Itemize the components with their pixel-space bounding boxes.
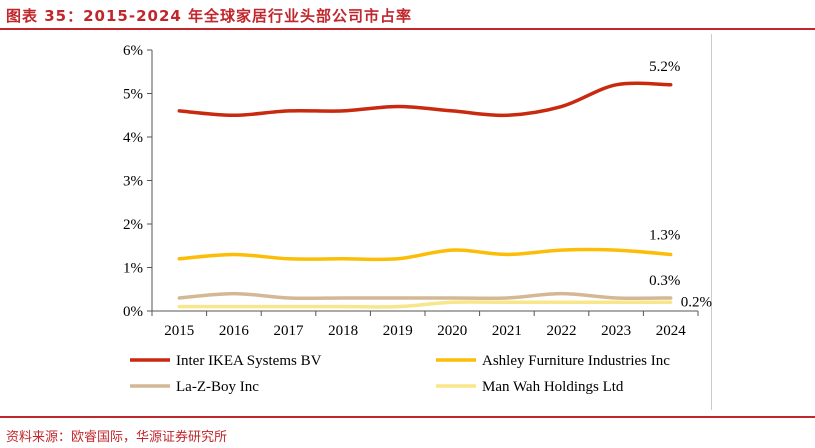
y-tick-label: 2% — [123, 217, 143, 233]
x-tick-label: 2023 — [601, 323, 631, 339]
y-tick-label: 5% — [123, 87, 143, 103]
y-tick-label: 3% — [123, 174, 143, 190]
series-line — [177, 291, 673, 301]
x-tick-label: 2017 — [274, 323, 305, 339]
legend-label: Ashley Furniture Industries Inc — [482, 353, 670, 369]
y-tick-label: 4% — [123, 130, 143, 146]
x-tick-label: 2019 — [383, 323, 413, 339]
x-tick-label: 2018 — [328, 323, 358, 339]
figure-title: 图表 35：2015-2024 年全球家居行业头部公司市占率 — [6, 7, 413, 25]
legend-label: Man Wah Holdings Ltd — [482, 379, 624, 395]
end-value-label: 5.2% — [649, 59, 680, 75]
legend-label: La-Z-Boy Inc — [176, 379, 259, 395]
x-tick-label: 2021 — [492, 323, 522, 339]
series-line — [177, 247, 673, 262]
series-line — [177, 300, 673, 309]
series-line — [177, 81, 673, 118]
end-value-label: 1.3% — [649, 227, 680, 243]
source-note: 资料来源：欧睿国际，华源证券研究所 — [6, 430, 228, 445]
x-tick-label: 2022 — [547, 323, 577, 339]
end-value-label: 0.3% — [649, 273, 680, 289]
x-tick-label: 2020 — [437, 323, 467, 339]
x-tick-label: 2015 — [164, 323, 194, 339]
end-value-label: 0.2% — [681, 294, 712, 310]
title-rule — [0, 28, 815, 30]
footer-rule — [0, 416, 815, 418]
x-tick-label: 2016 — [219, 323, 250, 339]
y-tick-label: 1% — [123, 261, 143, 277]
y-tick-label: 6% — [123, 43, 143, 59]
x-tick-label: 2024 — [656, 323, 687, 339]
frame-line — [711, 34, 712, 410]
y-tick-label: 0% — [123, 304, 143, 320]
legend-label: Inter IKEA Systems BV — [176, 353, 322, 369]
